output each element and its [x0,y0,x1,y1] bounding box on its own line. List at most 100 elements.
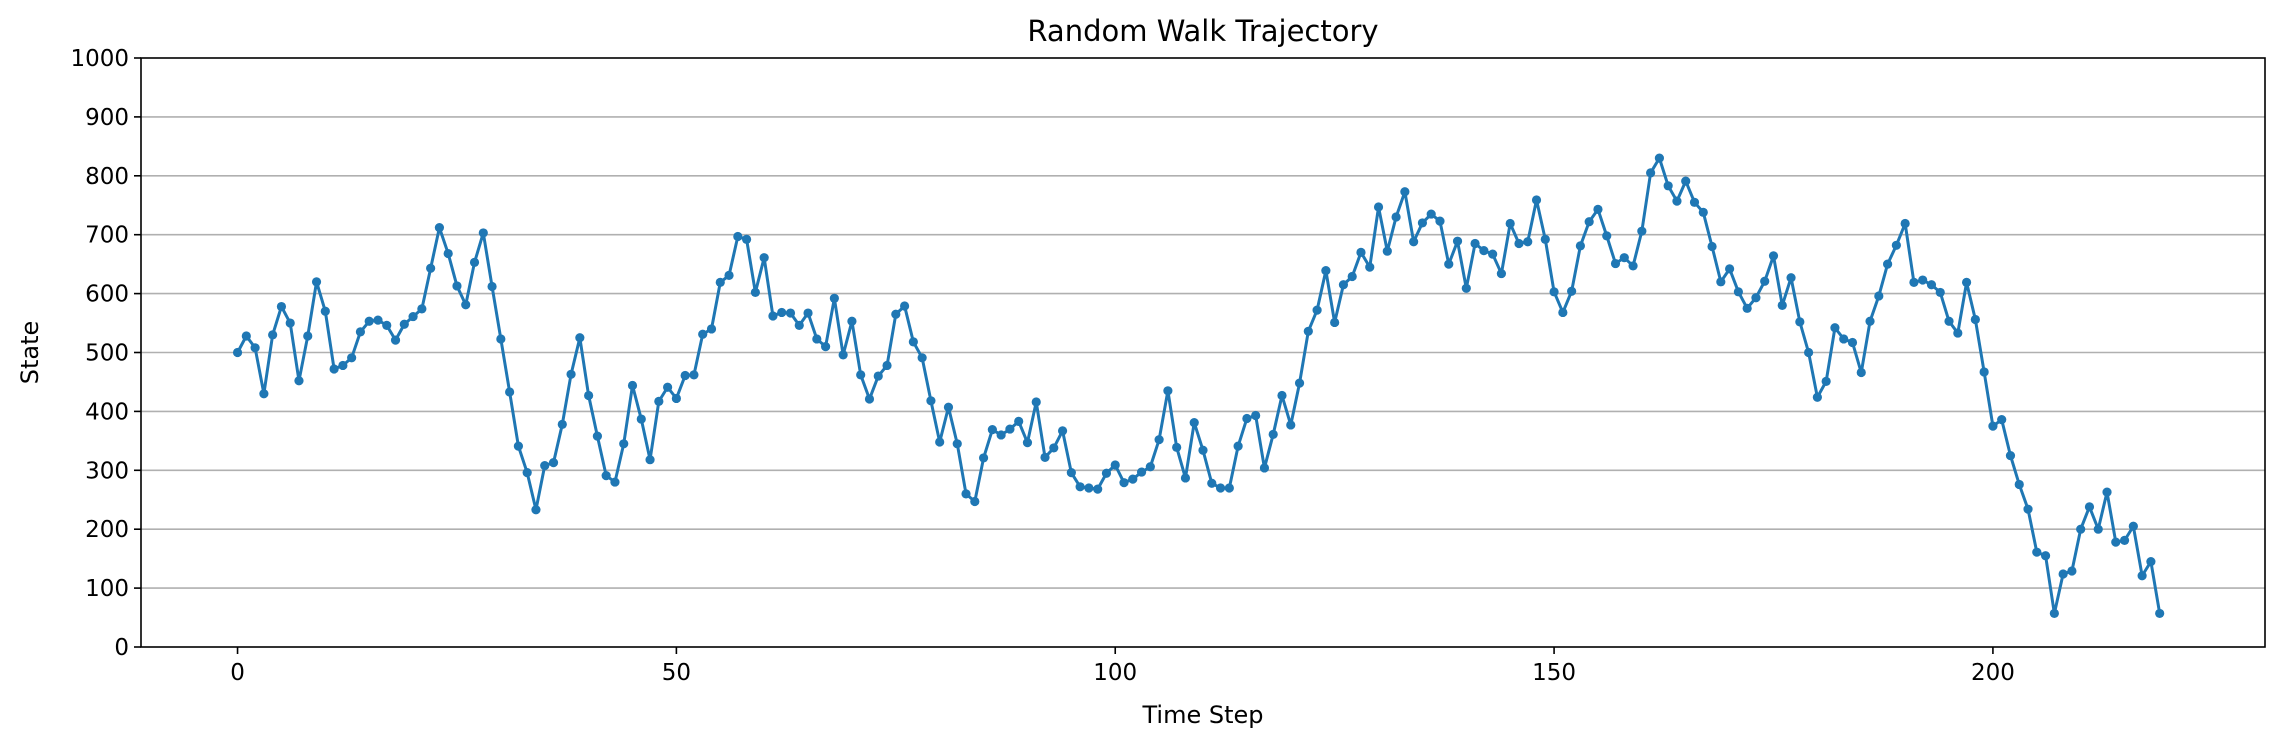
data-point [487,281,497,292]
data-point [1944,316,1954,326]
data-point [1926,280,1937,290]
data-point [671,393,681,404]
data-point [952,439,962,449]
data-point [987,425,997,435]
data-point [2076,524,2086,534]
data-point [1496,268,1507,279]
data-point [1251,410,1261,421]
data-point [970,496,980,507]
data-point [1488,249,1498,259]
data-point [1751,293,1761,303]
data-point [1900,218,1910,229]
axis-ticks: 0 100 200 300 400 500 600 700 800 900 1000 0 50 100 15… [70,46,2014,686]
data-point [1426,209,1436,219]
data-point [1268,429,1278,439]
y-tick-label: 500 [85,341,129,367]
y-tick-label: 200 [85,517,129,543]
data-point [1330,317,1340,328]
data-point [1821,376,1831,386]
data-point [2093,524,2103,534]
series-layer [232,153,2165,619]
data-point [1918,275,1928,285]
data-point [1839,334,1849,344]
data-point [680,370,690,381]
data-point [856,370,866,380]
y-axis-label: State [16,321,44,385]
data-point [1119,478,1129,488]
data-point [768,311,778,321]
data-point [531,505,541,515]
data-point [355,327,366,337]
data-point [1180,473,1191,483]
data-point [1057,426,1068,436]
data-point [1207,478,1217,488]
data-point [329,364,339,374]
data-point [1294,378,1305,388]
data-point [978,453,989,463]
data-point [961,489,971,499]
data-point [1154,435,1164,445]
data-point [926,396,936,406]
data-point [417,304,427,314]
data-point [1610,258,1621,269]
data-point [592,431,603,441]
data-point [2102,487,2112,497]
data-point [785,308,796,318]
data-point [1479,246,1489,256]
y-tick-label: 900 [85,105,129,131]
data-point [1066,468,1076,478]
data-point [1786,273,1796,283]
data-point [1672,196,1682,206]
data-point [1523,237,1533,247]
data-point [426,263,436,273]
data-point [1602,231,1612,241]
data-point [1742,303,1752,313]
data-point [303,331,313,341]
data-point [1733,287,1743,297]
data-point [803,308,813,318]
data-point [864,394,875,404]
data-point [1400,187,1410,197]
data-point [364,316,374,326]
data-point [794,320,804,331]
data-point [566,369,576,379]
data-point [996,430,1006,440]
data-point [390,335,401,345]
data-point [1558,307,1568,318]
data-point [1417,218,1428,228]
data-point [1128,474,1138,484]
data-point [1391,212,1401,222]
data-point [1373,202,1384,212]
data-point [2128,521,2138,531]
x-tick-label: 200 [1971,660,2015,686]
data-point [891,309,901,319]
data-point [1022,438,1033,448]
data-point [268,330,278,340]
data-point [548,458,559,468]
data-point [276,301,287,312]
data-point [1233,441,1243,451]
data-point [777,307,787,318]
data-point [1812,392,1822,402]
data-point [294,376,304,386]
data-point [285,318,295,328]
data-point [1909,277,1919,288]
data-point [496,334,506,344]
data-point [1163,386,1173,396]
y-tick-label: 700 [85,223,129,249]
data-point [1540,234,1550,245]
data-point [259,389,269,399]
data-point [2119,535,2130,545]
data-point [1681,176,1691,186]
data-point [1716,277,1726,287]
data-point [2058,569,2068,579]
data-point [1953,328,1963,338]
y-tick-label: 100 [85,576,129,602]
data-point [1865,316,1875,326]
data-point [1997,415,2007,425]
data-point [908,337,918,347]
data-point [1891,240,1901,250]
data-point [1505,218,1515,229]
data-point [373,315,383,325]
data-point [469,257,480,267]
